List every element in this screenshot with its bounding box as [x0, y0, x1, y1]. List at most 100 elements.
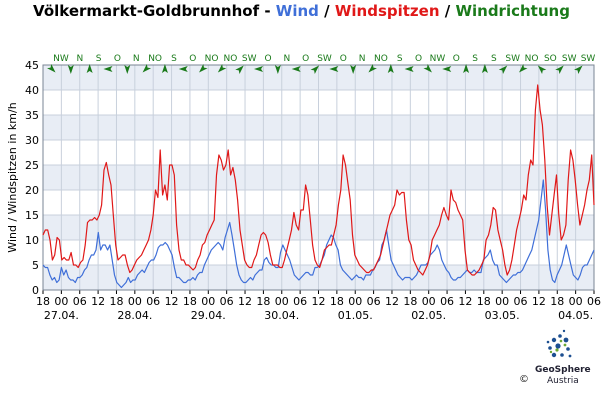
y-tick-label: 25	[25, 159, 39, 172]
y-tick-label: 0	[32, 284, 39, 297]
direction-label: O	[453, 54, 460, 64]
x-tick-label: 18	[550, 295, 564, 308]
direction-label: O	[114, 54, 121, 64]
x-tick-label: 18	[256, 295, 270, 308]
wind-arrow-icon	[498, 65, 508, 74]
wind-arrow-icon	[481, 64, 488, 73]
wind-arrow-icon	[86, 64, 93, 73]
wind-arrow-shape	[519, 64, 528, 73]
wind-arrow-shape	[291, 66, 301, 72]
wind-arrow-shape	[537, 65, 547, 74]
wind-arrow-shape	[199, 64, 208, 73]
direction-label: SW	[581, 54, 596, 64]
wind-arrow-shape	[329, 66, 339, 72]
wind-arrow-shape	[86, 64, 93, 73]
y-tick-label: 10	[25, 234, 39, 247]
x-tick-label: 00	[422, 295, 436, 308]
x-tick-label: 06	[73, 295, 87, 308]
wind-arrow-icon	[161, 64, 168, 73]
wind-arrow-shape	[481, 64, 488, 73]
direction-label: NO	[148, 54, 162, 64]
wind-arrow-shape	[442, 66, 452, 72]
direction-label: S	[472, 54, 478, 64]
wind-arrow-shape	[178, 66, 188, 72]
direction-label: N	[76, 54, 83, 64]
plot-border	[42, 64, 595, 291]
wind-arrow-icon	[274, 65, 281, 74]
wind-arrow-icon	[310, 65, 320, 74]
direction-label: NW	[430, 54, 446, 64]
x-tick-label: 12	[238, 295, 252, 308]
direction-label: SO	[544, 54, 557, 64]
wind-arrow-shape	[47, 64, 56, 73]
wind-arrow-icon	[103, 66, 113, 72]
x-tick-label: 12	[91, 295, 105, 308]
title-sep1: /	[318, 2, 335, 20]
direction-label: O	[302, 54, 309, 64]
y-tick-label: 30	[25, 134, 39, 147]
x-tick-label: 06	[367, 295, 381, 308]
direction-label: S	[397, 54, 403, 64]
wind-arrow-shape	[555, 65, 564, 74]
x-tick-label: 00	[275, 295, 289, 308]
x-date-label: 01.05.	[338, 309, 373, 322]
direction-label: NO	[205, 54, 219, 64]
wind-arrow-shape	[142, 64, 152, 73]
chart-title: Völkermarkt-Goldbrunnhof - Wind / Windsp…	[0, 2, 603, 20]
wind-arrow-icon	[519, 64, 528, 73]
y-tick-label: 15	[25, 209, 39, 222]
wind-arrow-icon	[423, 64, 432, 73]
x-tick-label: 06	[514, 295, 528, 308]
x-tick-label: 00	[348, 295, 362, 308]
y-tick-label: 20	[25, 184, 39, 197]
wind-arrow-icon	[47, 64, 56, 73]
x-tick-label: 06	[587, 295, 601, 308]
wind-arrow-icon	[199, 64, 208, 73]
x-tick-label: 18	[330, 295, 344, 308]
title-direction: Windrichtung	[455, 2, 570, 20]
wind-arrow-icon	[329, 66, 339, 72]
wind-arrow-icon	[235, 65, 244, 74]
x-tick-label: 06	[293, 295, 307, 308]
x-tick-label: 18	[477, 295, 491, 308]
direction-label: S	[171, 54, 177, 64]
wind-arrow-icon	[537, 65, 547, 74]
x-tick-label: 12	[165, 295, 179, 308]
wind-arrow-icon	[67, 65, 74, 74]
x-tick-label: 06	[220, 295, 234, 308]
x-tick-label: 12	[532, 295, 546, 308]
x-date-label: 03.05.	[485, 309, 520, 322]
wind-arrow-shape	[254, 66, 264, 72]
x-tick-label: 00	[128, 295, 142, 308]
y-tick-label: 45	[25, 59, 39, 72]
direction-label: O	[189, 54, 196, 64]
wind-arrow-icon	[291, 66, 301, 72]
x-tick-label: 18	[403, 295, 417, 308]
x-tick-label: 00	[201, 295, 215, 308]
wind-arrow-icon	[574, 65, 583, 74]
x-tick-label: 06	[440, 295, 454, 308]
x-tick-label: 12	[312, 295, 326, 308]
wind-arrow-icon	[142, 64, 152, 73]
y-tick-label: 5	[32, 259, 39, 272]
x-date-label: 27.04.	[44, 309, 79, 322]
wind-arrow-shape	[161, 64, 168, 73]
wind-arrow-shape	[103, 66, 113, 72]
wind-arrow-shape	[310, 65, 320, 74]
title-sep2: /	[439, 2, 456, 20]
wind-arrow-icon	[124, 65, 131, 74]
direction-label: N	[283, 54, 290, 64]
title-station: Völkermarkt-Goldbrunnhof -	[33, 2, 276, 20]
wind-arrow-shape	[368, 64, 377, 73]
wind-arrow-shape	[387, 64, 394, 73]
logo-name: GeoSphere	[535, 365, 591, 375]
series-gusts-line	[42, 84, 595, 276]
direction-label: O	[415, 54, 422, 64]
wind-arrow-shape	[124, 65, 131, 74]
direction-label: NO	[223, 54, 237, 64]
y-tick-label: 35	[25, 109, 39, 122]
geosphere-logo-icon	[546, 329, 572, 358]
direction-label: S	[96, 54, 102, 64]
direction-label: O	[264, 54, 271, 64]
